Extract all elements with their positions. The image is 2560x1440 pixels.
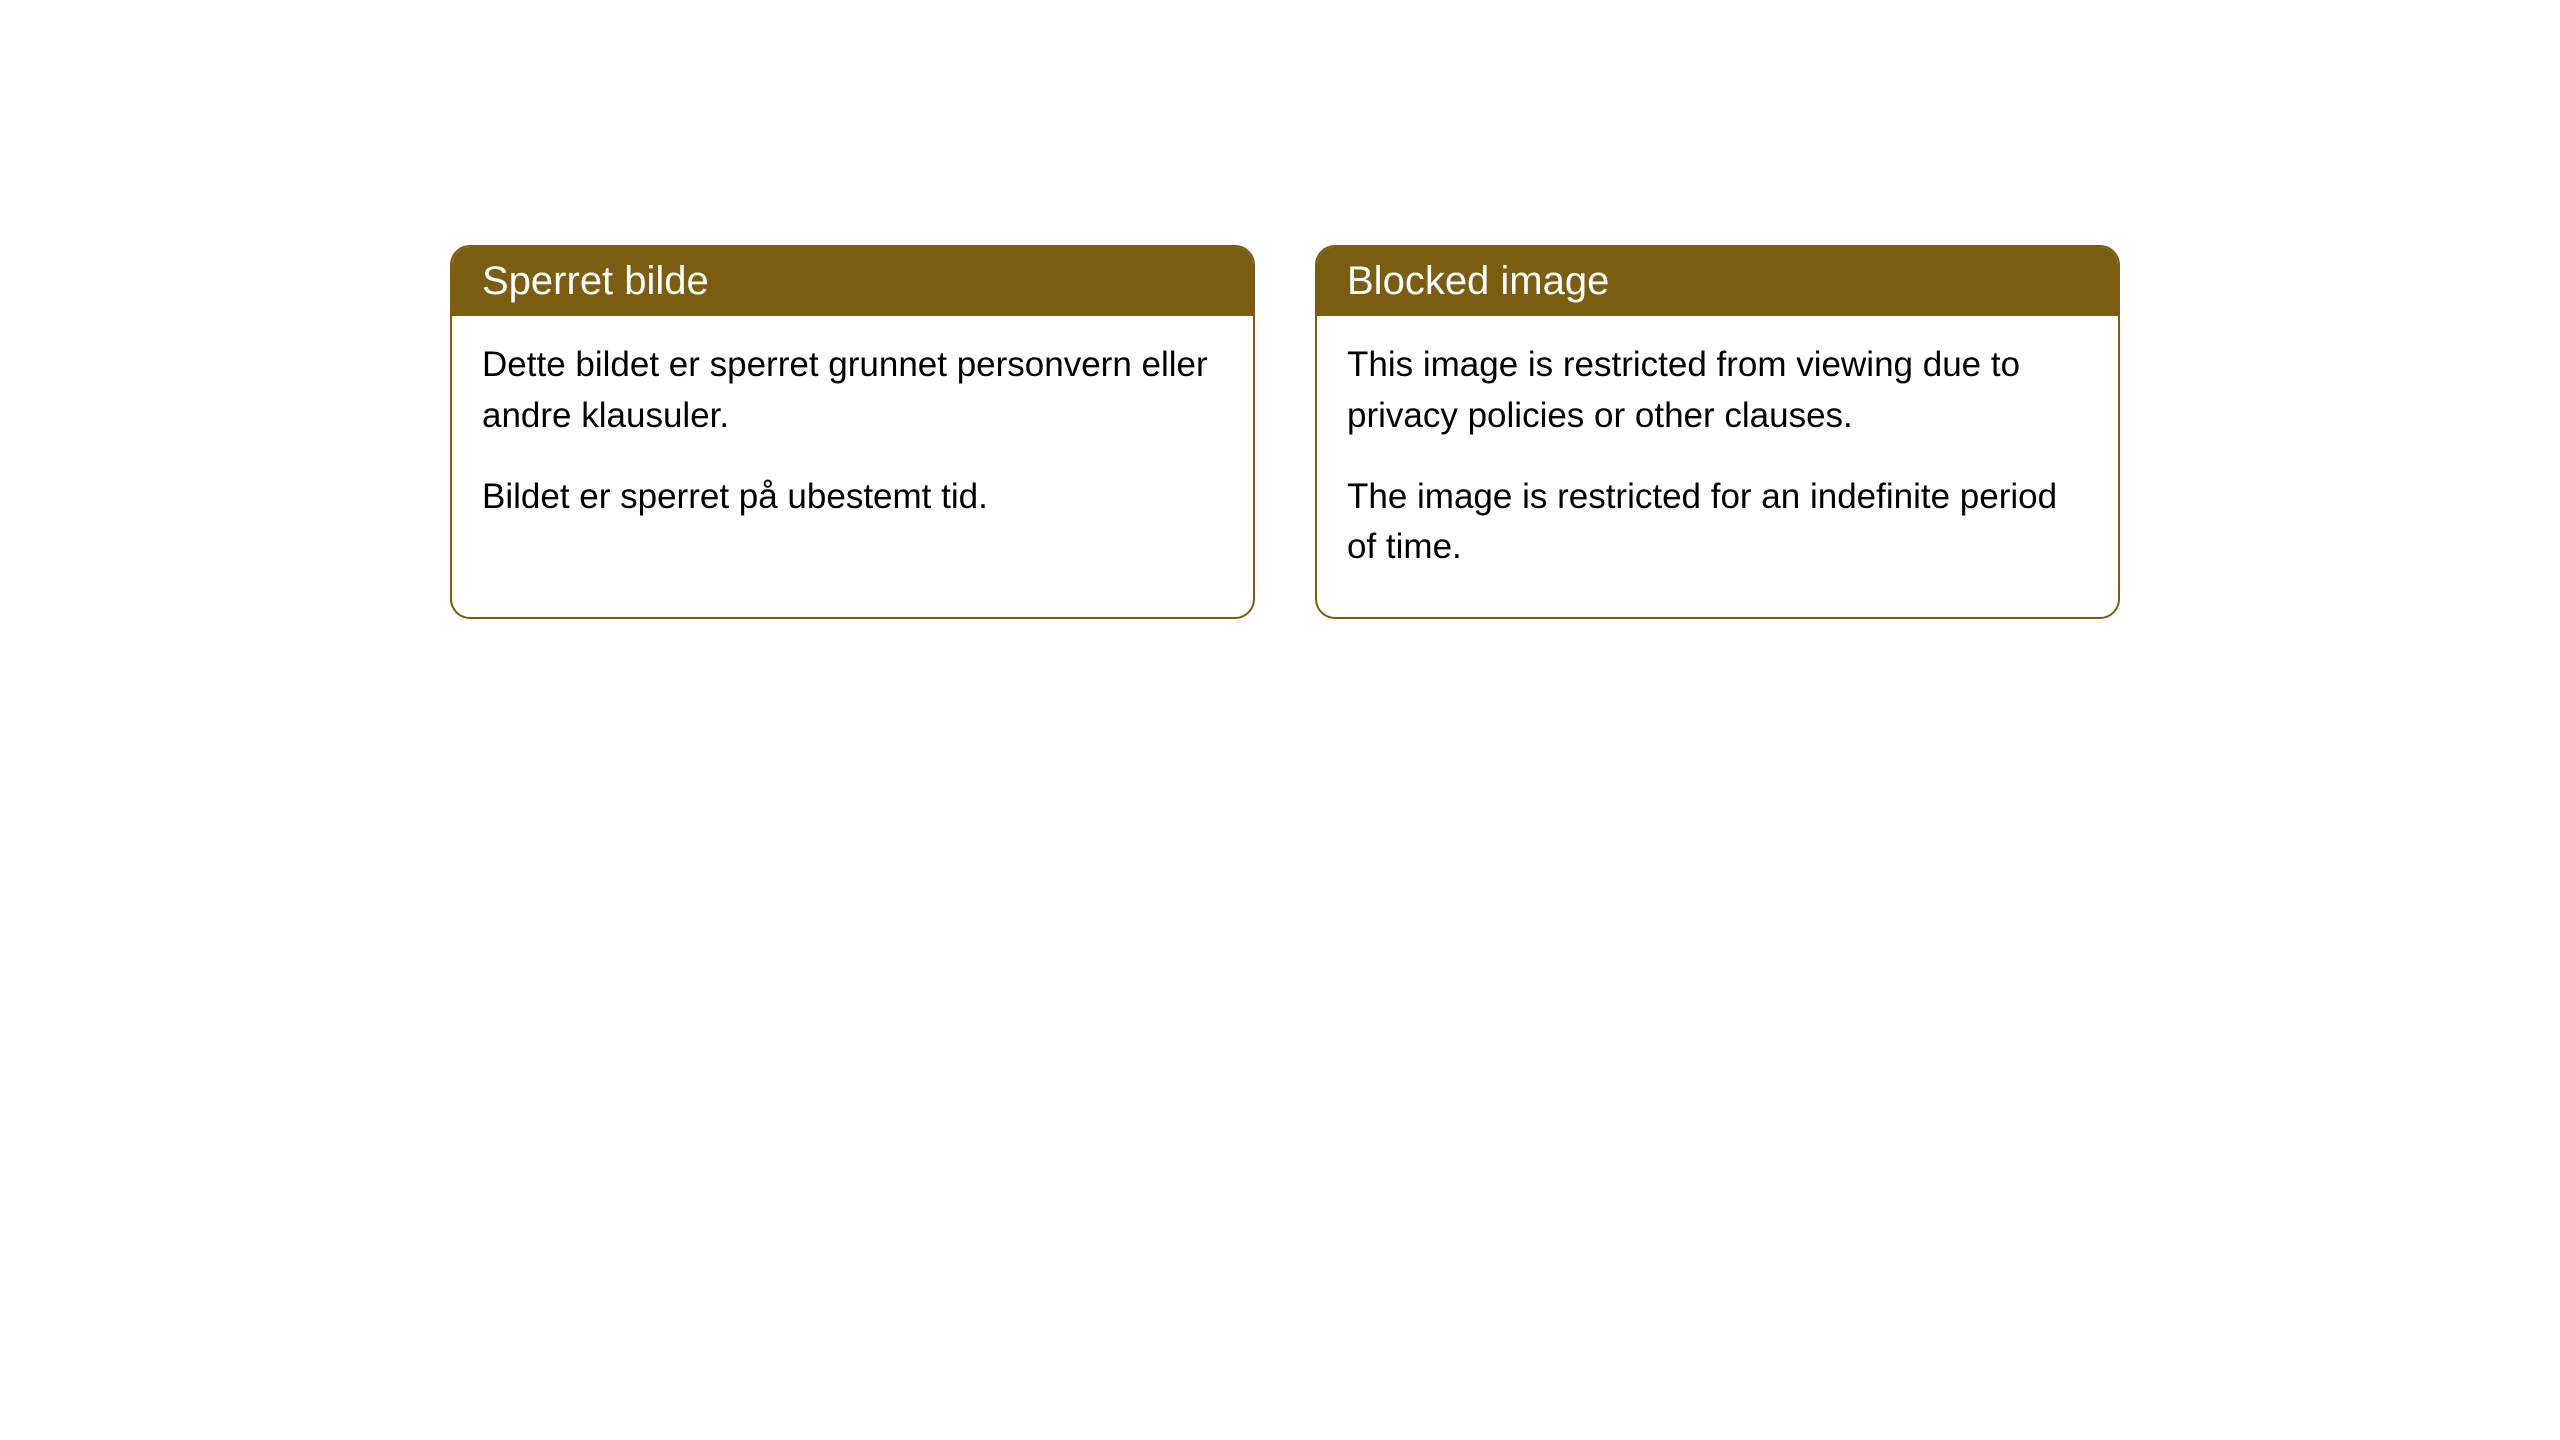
card-body-english: This image is restricted from viewing du…	[1317, 316, 2118, 617]
card-header-norwegian: Sperret bilde	[452, 247, 1253, 316]
card-paragraph-1: Dette bildet er sperret grunnet personve…	[482, 340, 1223, 442]
card-paragraph-1: This image is restricted from viewing du…	[1347, 340, 2088, 442]
card-paragraph-2: Bildet er sperret på ubestemt tid.	[482, 472, 1223, 523]
card-norwegian: Sperret bilde Dette bildet er sperret gr…	[450, 245, 1255, 619]
cards-container: Sperret bilde Dette bildet er sperret gr…	[0, 0, 2560, 619]
card-paragraph-2: The image is restricted for an indefinit…	[1347, 472, 2088, 574]
card-english: Blocked image This image is restricted f…	[1315, 245, 2120, 619]
card-body-norwegian: Dette bildet er sperret grunnet personve…	[452, 316, 1253, 566]
card-header-english: Blocked image	[1317, 247, 2118, 316]
